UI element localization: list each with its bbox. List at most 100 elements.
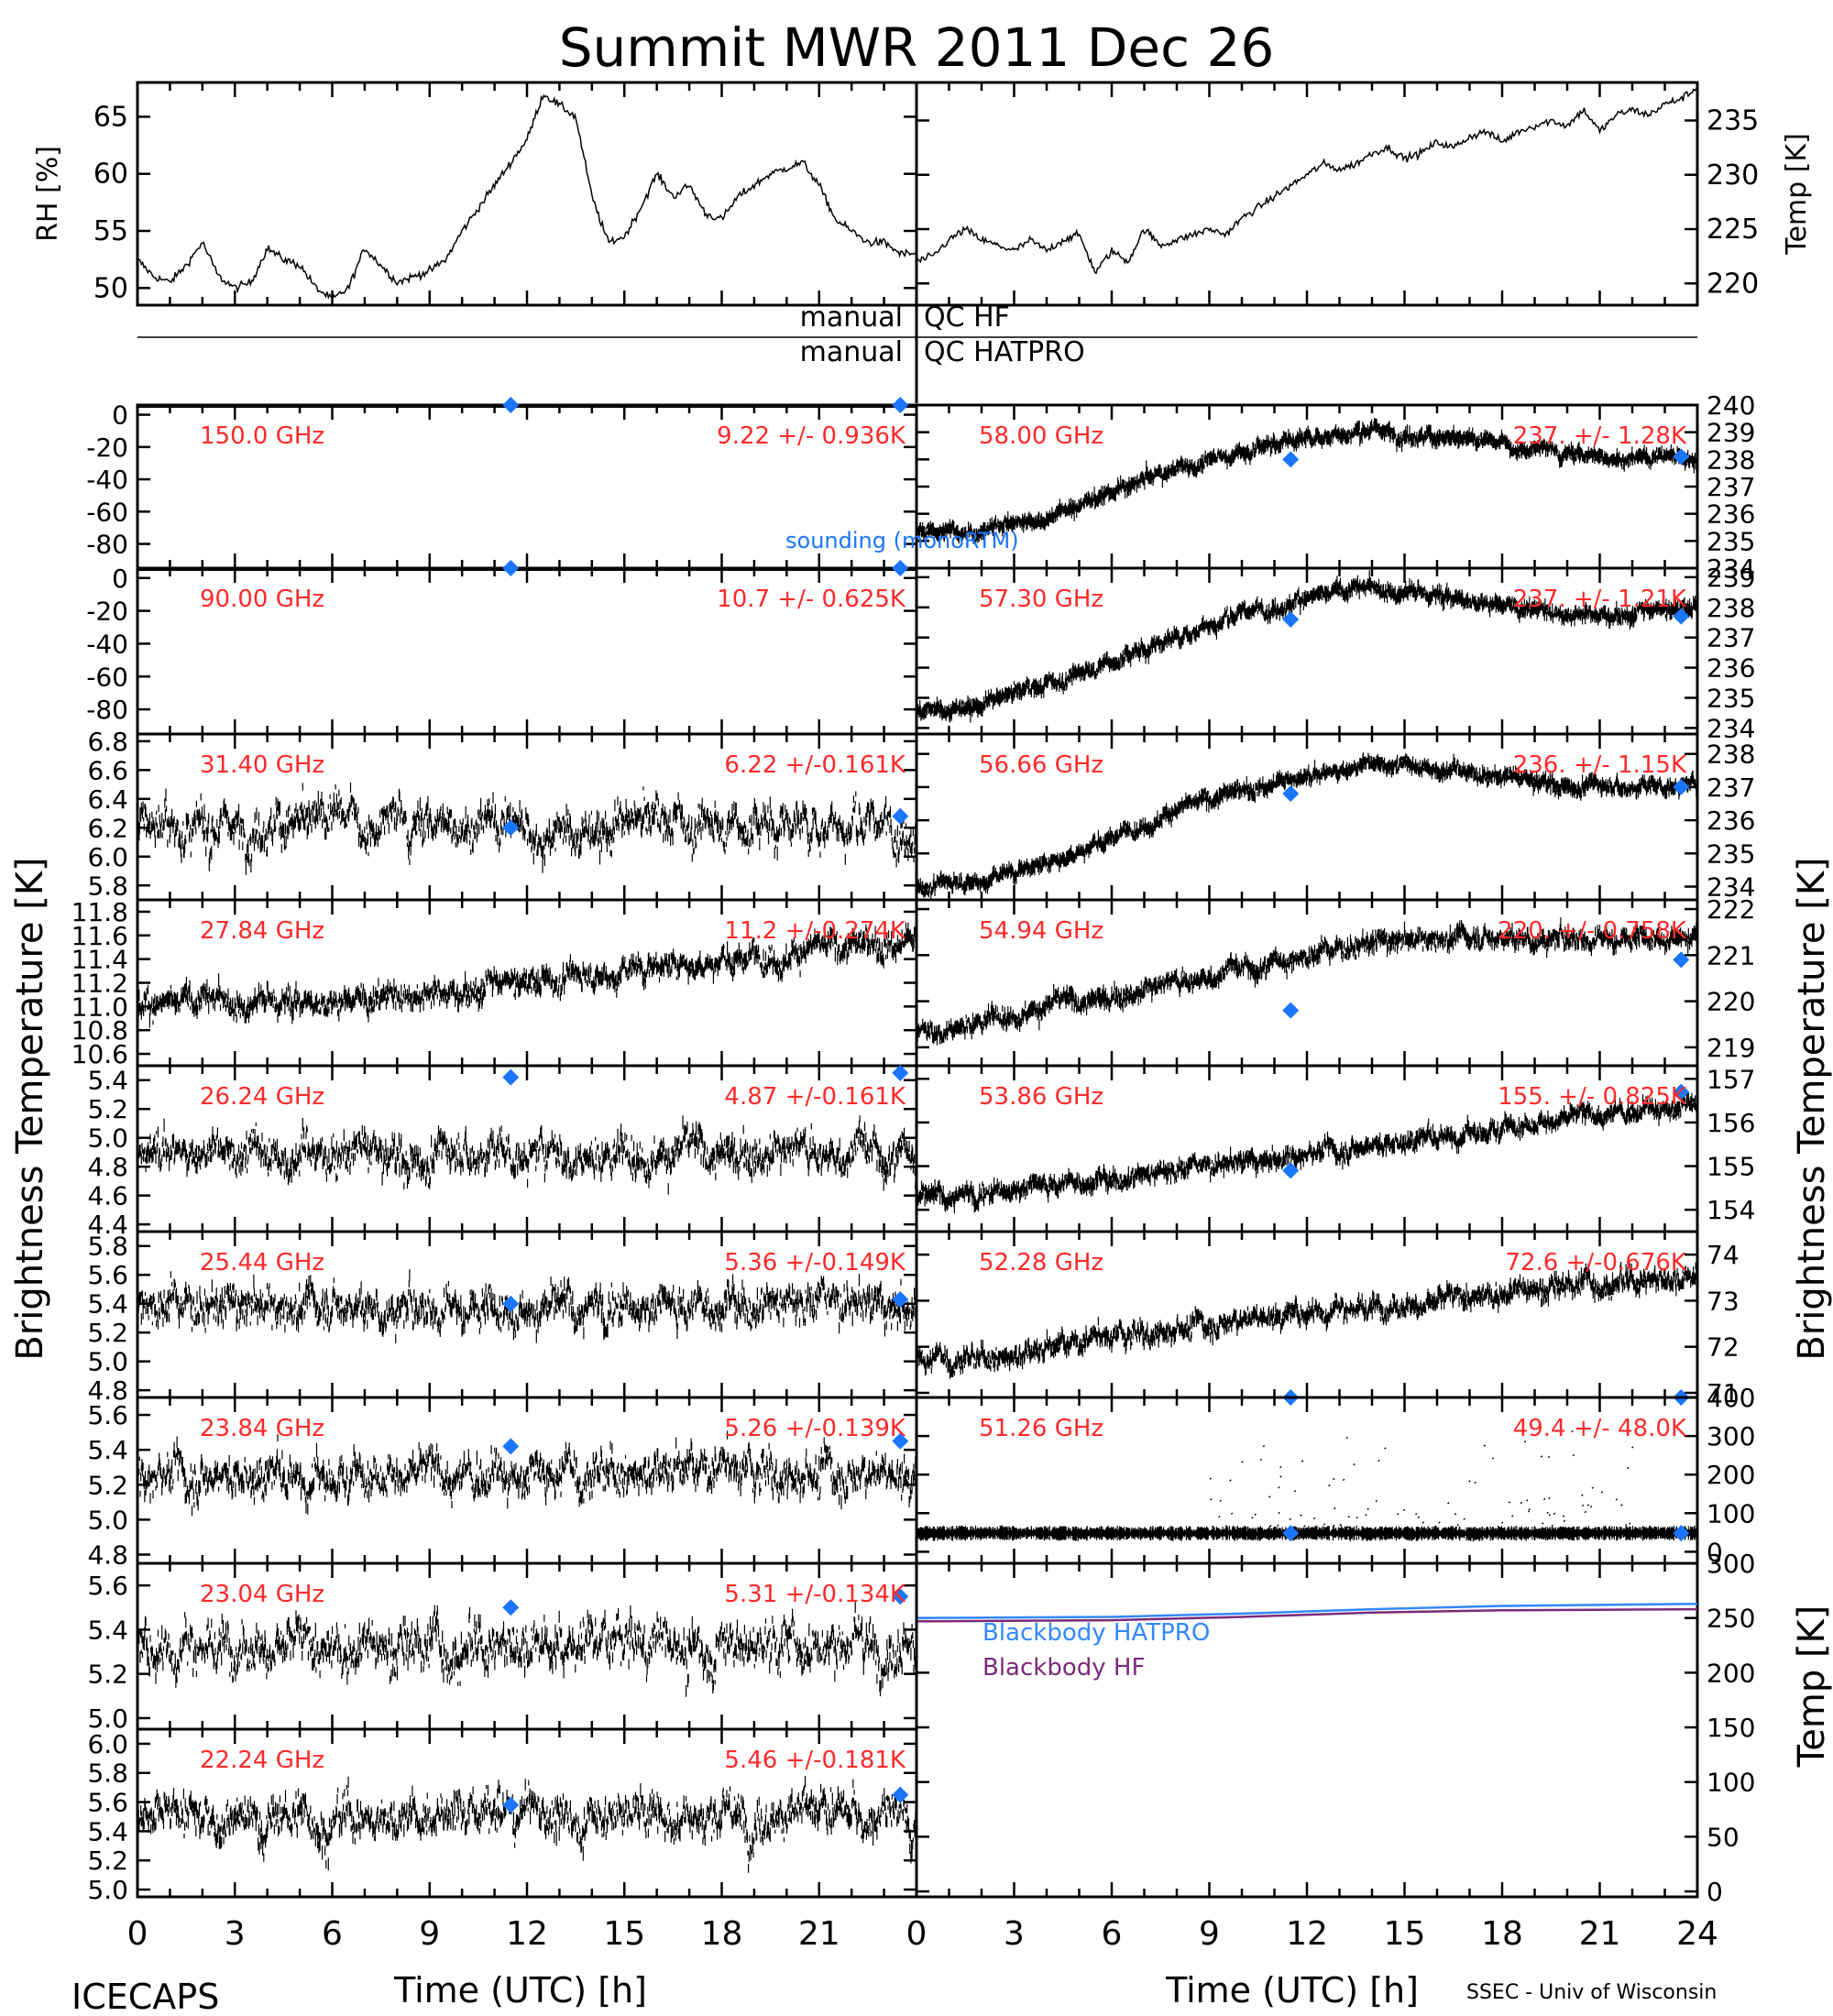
panel-f2624-stat-label: 4.87 +/-0.161K (724, 1083, 906, 1111)
panel-f2624-sounding-marker (892, 1064, 909, 1081)
panel-f5666-freq-label: 56.66 GHz (979, 751, 1103, 779)
right-xtick-label: 21 (1579, 1915, 1621, 1953)
panel-f2304-sounding-marker (502, 1599, 520, 1616)
left-y-axis-label: Brightness Temperature [K] (9, 857, 51, 1360)
left-x-axis-label: Time (UTC) [h] (393, 1970, 647, 2011)
panel-f2384-stat-label: 5.26 +/-0.139K (724, 1415, 906, 1442)
panel-f150-ytick-label: -60 (86, 497, 128, 527)
panel-f5228-ytick-label: 74 (1707, 1240, 1740, 1270)
rh-panel-series-line (137, 93, 917, 301)
panel-f3140-sounding-marker (892, 807, 909, 825)
panel-f5386-sounding-marker (1282, 1162, 1300, 1179)
panel-f5126-sounding-marker (1673, 1525, 1690, 1542)
panel-f2544-sounding-marker (502, 1295, 520, 1312)
panel-f5126-ytick-label: 100 (1707, 1498, 1755, 1528)
left-xtick-label: 3 (225, 1915, 246, 1953)
panel-f5228-scatter (916, 1261, 1697, 1379)
panel-f090-stat-label: 10.7 +/- 0.625K (717, 586, 906, 613)
panel-f2624-ytick-label: 4.6 (87, 1181, 128, 1211)
right-xtick-label: 24 (1676, 1915, 1718, 1953)
panel-f5126-outliers (1209, 1430, 1634, 1535)
panel-f5666-stat-label: 236. +/- 1.15K (1513, 751, 1687, 779)
panel-f5666-ytick-label: 238 (1707, 740, 1755, 770)
panel-f2624-ytick-label: 4.8 (87, 1152, 128, 1182)
panel-f5730-stat-label: 237. +/- 1.21K (1513, 586, 1687, 613)
panel-f2784-ytick-label: 11.6 (71, 921, 128, 951)
panel-f2224-scatter (137, 1776, 916, 1873)
panel-f090-sounding-marker (892, 560, 909, 576)
right-xtick-label: 15 (1384, 1915, 1426, 1953)
panel-f2784-ytick-label: 11.2 (71, 969, 128, 999)
panel-f2224-ytick-label: 5.2 (87, 1846, 128, 1876)
panel-f5800-sounding-marker (1282, 451, 1300, 468)
panel-f3140-ytick-label: 6.8 (87, 727, 128, 757)
panel-f2384-ytick-label: 5.0 (87, 1505, 128, 1535)
panel-f150-ytick-label: -40 (86, 465, 128, 495)
panel-f5494-sounding-marker (1282, 1002, 1300, 1019)
rh-panel-ytick-label: 50 (93, 272, 128, 304)
panel-f2304-scatter (137, 1600, 916, 1697)
qc-hf-right-label: QC HF (924, 301, 1010, 334)
panel-f2544-points (137, 1269, 916, 1343)
panel-f090-ytick-label: -80 (86, 695, 128, 725)
panel-f2384-ytick-label: 5.6 (87, 1400, 128, 1430)
panel-f2544-sounding-marker (892, 1290, 909, 1308)
left-xtick-label: 9 (419, 1915, 440, 1953)
panel-f5386-ytick-label: 154 (1707, 1195, 1755, 1225)
panel-f5386-freq-label: 53.86 GHz (979, 1083, 1103, 1111)
panel-f5666-sounding-marker (1673, 778, 1690, 795)
panel-f5800-ytick-label: 236 (1707, 499, 1755, 530)
panel-f2624-points (137, 1115, 916, 1195)
panel-f5494-stat-label: 220. +/- 0.758K (1498, 917, 1687, 945)
panel-f2624-ytick-label: 5.4 (87, 1066, 128, 1096)
panel-f2224-sounding-marker (502, 1796, 520, 1813)
panel-f2784-scatter (137, 922, 916, 1028)
panel-f3140-ytick-label: 6.0 (87, 842, 128, 872)
rh-panel-ytick-label: 60 (93, 159, 128, 191)
panel-f5494-ytick-label: 222 (1707, 894, 1755, 925)
right-xtick-label: 9 (1199, 1915, 1220, 1953)
right-x-axis-label: Time (UTC) [h] (1165, 1970, 1419, 2011)
panel-f2304-points (137, 1600, 916, 1697)
panel-f5666-ytick-label: 235 (1707, 838, 1755, 869)
panel-f2624-scatter (137, 1115, 916, 1195)
panel-f090-ytick-label: -20 (86, 597, 128, 627)
panel-f3140-points (137, 782, 916, 875)
panel-f2544-ytick-label: 5.6 (87, 1260, 128, 1290)
panel-f2384-scatter (137, 1430, 916, 1517)
left-xtick-label: 12 (506, 1915, 548, 1953)
qc-hatpro-right-label: QC HATPRO (924, 336, 1085, 368)
panel-f2304-ytick-label: 5.0 (87, 1704, 128, 1734)
right-y-axis-label: Brightness Temperature [K] (1791, 857, 1833, 1360)
panel-f150-stat-label: 9.22 +/- 0.936K (717, 422, 906, 450)
panel-f5126-ytick-label: 400 (1707, 1383, 1755, 1413)
panel-f2784-ytick-label: 11.4 (71, 945, 128, 975)
panel-f2784-ytick-label: 11.0 (71, 992, 128, 1022)
panel-f2544-scatter (137, 1269, 916, 1343)
panel-f2784-stat-label: 11.2 +/-0.274K (724, 917, 906, 945)
panel-f2224-ytick-label: 5.4 (87, 1816, 128, 1846)
panel-f2384-sounding-marker (502, 1438, 520, 1455)
panel-f5800-ytick-label: 238 (1707, 444, 1755, 475)
panel-f5800-freq-label: 58.00 GHz (979, 422, 1103, 450)
panel-f2304-ytick-label: 5.4 (87, 1615, 128, 1645)
panel-f2544-ytick-label: 5.2 (87, 1318, 128, 1348)
right-xtick-label: 12 (1286, 1915, 1328, 1953)
panel-f2624-ytick-label: 5.0 (87, 1123, 128, 1154)
panel-f5386-sounding-marker (1673, 1083, 1690, 1101)
panel-f5228-ytick-label: 72 (1707, 1332, 1740, 1363)
panel-f5666-sounding-marker (1282, 785, 1300, 803)
panel-f5386-stat-label: 155. +/- 0.825K (1498, 1083, 1687, 1111)
panel-f2624-ytick-label: 5.2 (87, 1094, 128, 1124)
panel-f5800-ytick-label: 240 (1707, 390, 1755, 421)
panel-f5494-freq-label: 54.94 GHz (979, 917, 1103, 945)
footer-right-label: SSEC - Univ of Wisconsin (1466, 1981, 1717, 2004)
panel-blackbody-ytick-label: 300 (1707, 1549, 1755, 1579)
panel-f5126-stat-label: 49.4 +/- 48.0K (1513, 1415, 1687, 1442)
panel-f5800-sounding-marker (1673, 448, 1690, 466)
panel-f2304-stat-label: 5.31 +/-0.134K (724, 1581, 906, 1608)
panel-f2784-points (137, 922, 916, 1028)
panel-f5228-ytick-label: 73 (1707, 1286, 1740, 1316)
panel-f5730-sounding-marker (1282, 610, 1300, 628)
